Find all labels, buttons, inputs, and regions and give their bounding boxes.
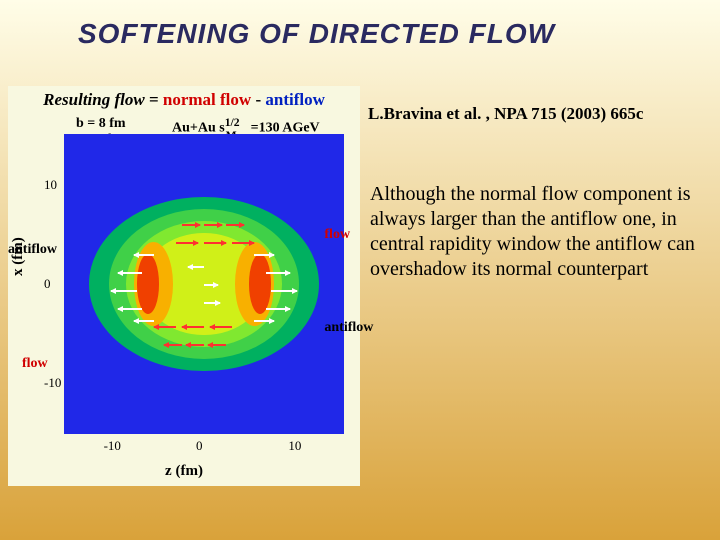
flow-arrow bbox=[176, 242, 198, 244]
body-paragraph: Although the normal flow component is al… bbox=[370, 182, 700, 282]
x-tick: 0 bbox=[196, 438, 203, 454]
eq-resulting: Resulting flow bbox=[43, 90, 145, 109]
flow-arrow bbox=[254, 254, 274, 256]
annot-sys-sup: 1/2 bbox=[225, 116, 240, 129]
flow-arrow bbox=[182, 224, 200, 226]
flow-arrow bbox=[186, 344, 204, 346]
y-tick: 10 bbox=[44, 177, 57, 193]
flow-arrow bbox=[111, 290, 137, 292]
flow-arrow bbox=[204, 242, 226, 244]
flow-label: antiflow bbox=[324, 320, 373, 336]
flow-figure: Resulting flow = normal flow - antiflow … bbox=[8, 86, 360, 486]
flow-arrow bbox=[118, 308, 142, 310]
flow-label: antiflow bbox=[8, 242, 57, 258]
eq-anti: antiflow bbox=[265, 90, 325, 109]
flow-arrow bbox=[182, 326, 204, 328]
flow-arrow bbox=[134, 320, 154, 322]
flow-arrow bbox=[164, 344, 182, 346]
flow-arrow bbox=[204, 284, 218, 286]
flow-arrow bbox=[208, 344, 226, 346]
flow-arrow bbox=[188, 266, 204, 268]
flow-arrow bbox=[134, 254, 154, 256]
flow-arrow bbox=[154, 326, 176, 328]
density-contour bbox=[249, 254, 271, 314]
flow-arrow bbox=[254, 320, 274, 322]
x-tick: 10 bbox=[288, 438, 301, 454]
flow-arrow bbox=[271, 290, 297, 292]
plot-area: flowantiflowantiflowflow bbox=[64, 134, 344, 434]
x-axis-label: z (fm) bbox=[8, 463, 360, 480]
flow-arrow bbox=[204, 224, 222, 226]
flow-arrow bbox=[204, 302, 220, 304]
slide-title: SOFTENING OF DIRECTED FLOW bbox=[78, 18, 555, 50]
flow-arrow bbox=[266, 272, 290, 274]
eq-minus: - bbox=[251, 90, 265, 109]
flow-label: flow bbox=[324, 227, 350, 243]
citation: L.Bravina et al. , NPA 715 (2003) 665c bbox=[368, 104, 643, 124]
y-tick: 0 bbox=[44, 276, 51, 292]
x-tick: -10 bbox=[104, 438, 121, 454]
flow-label: flow bbox=[22, 356, 48, 372]
flow-arrow bbox=[232, 242, 254, 244]
eq-normal: normal flow bbox=[163, 90, 251, 109]
flow-arrow bbox=[266, 308, 290, 310]
flow-arrow bbox=[118, 272, 142, 274]
y-tick: -10 bbox=[44, 375, 61, 391]
flow-arrow bbox=[210, 326, 232, 328]
density-contour bbox=[137, 254, 159, 314]
eq-eq: = bbox=[145, 90, 163, 109]
figure-equation: Resulting flow = normal flow - antiflow bbox=[8, 90, 360, 110]
flow-arrow bbox=[226, 224, 244, 226]
